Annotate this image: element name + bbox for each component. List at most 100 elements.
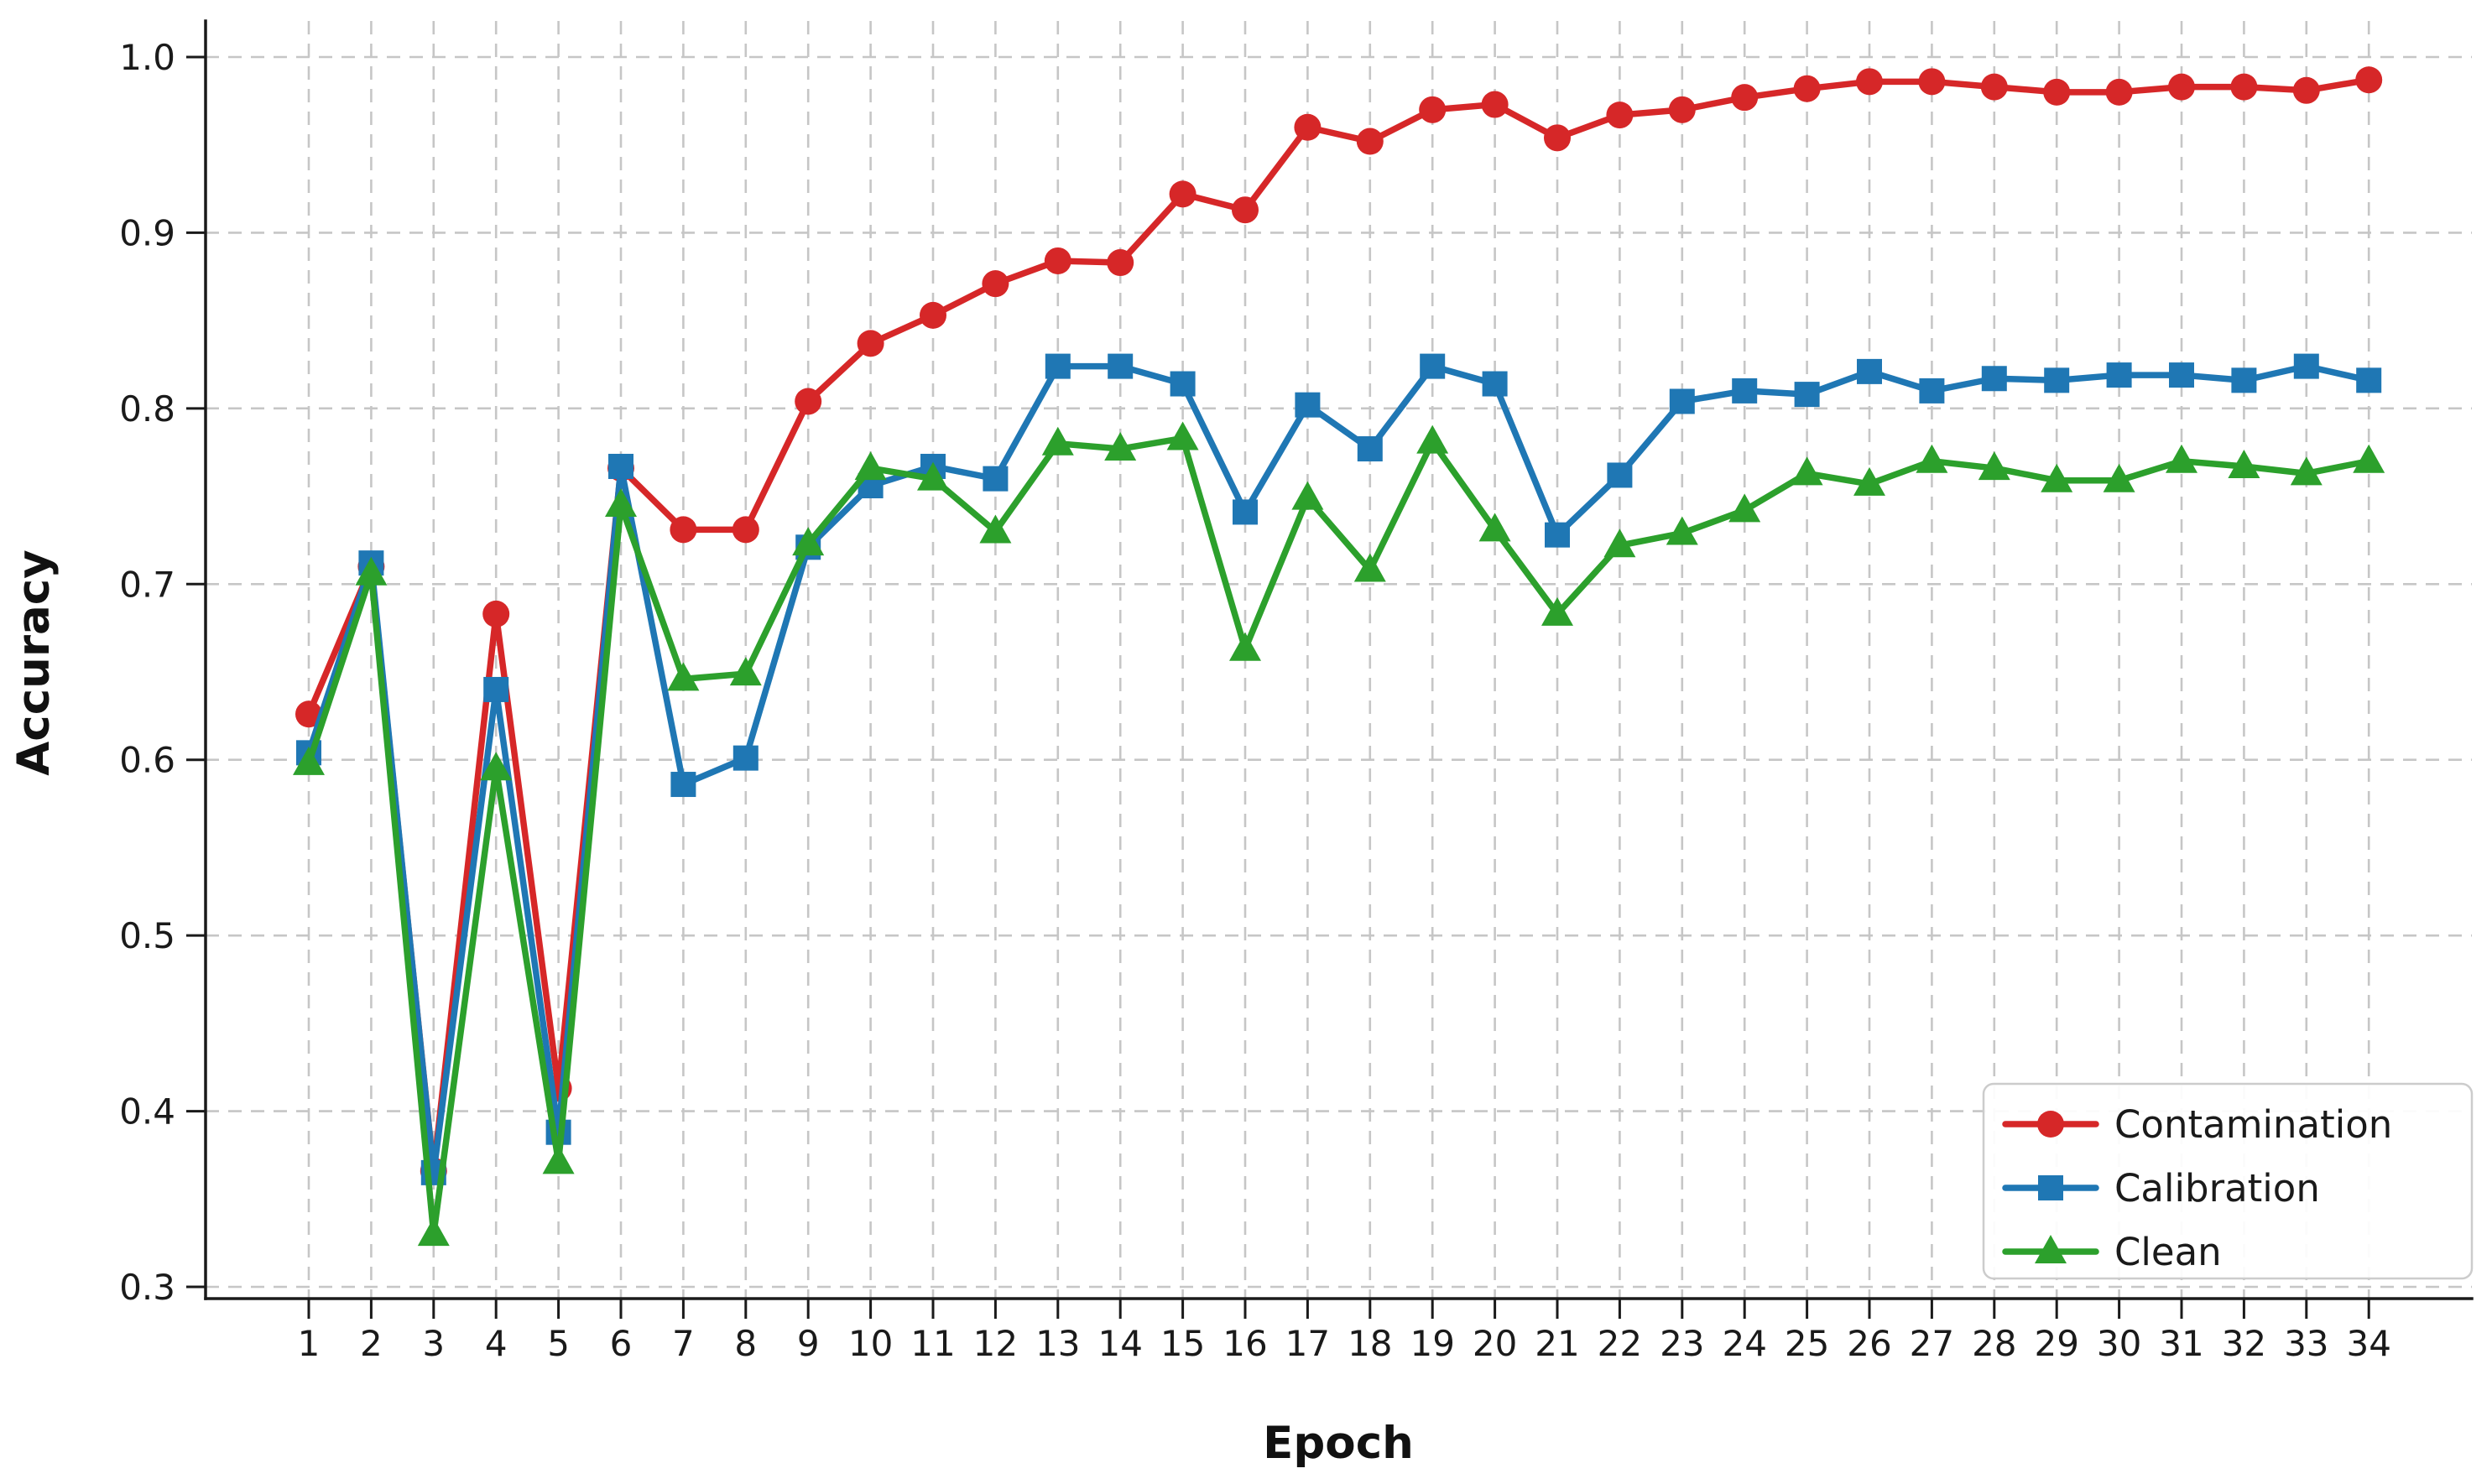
y-tick-label: 0.9	[119, 212, 175, 253]
data-point-marker-contamination	[1481, 91, 1509, 118]
data-point-marker-calibration	[1482, 371, 1508, 397]
data-point-marker-clean	[1791, 456, 1823, 486]
data-point-marker-contamination	[1731, 84, 1759, 112]
grid-lines	[206, 21, 2472, 1299]
data-point-marker-clean	[293, 746, 325, 775]
data-point-marker-clean	[667, 662, 700, 691]
data-point-marker-clean	[917, 461, 949, 491]
series-line-contamination	[305, 76, 2372, 1174]
x-tick-label: 6	[610, 1323, 633, 1364]
data-point-marker-calibration	[1981, 366, 2007, 392]
legend-label-contamination: Contamination	[2114, 1102, 2392, 1147]
series-clean	[293, 421, 2385, 1247]
data-point-marker-calibration	[1170, 371, 1196, 397]
data-point-marker-contamination	[857, 330, 884, 357]
data-point-marker-calibration	[2044, 367, 2070, 393]
data-point-marker-contamination	[1044, 247, 1071, 274]
x-tick-label: 26	[1847, 1323, 1891, 1364]
x-tick-label: 31	[2159, 1323, 2203, 1364]
series-calibration	[296, 353, 2382, 1185]
y-tick-label: 0.5	[119, 915, 175, 956]
data-point-marker-calibration	[1794, 382, 1820, 408]
data-point-marker-contamination	[670, 516, 697, 544]
data-point-marker-clean	[2166, 444, 2197, 473]
data-point-marker-clean	[1353, 553, 1386, 582]
x-tick-label: 22	[1598, 1323, 1642, 1364]
legend-box	[1982, 1082, 2474, 1280]
data-point-marker-contamination	[1856, 68, 1883, 96]
data-point-marker-clean	[1041, 426, 1074, 456]
y-tick-label: 0.7	[119, 564, 175, 605]
x-tick-label: 30	[2097, 1323, 2141, 1364]
data-point-marker-clean	[1541, 596, 1573, 626]
data-point-marker-calibration	[670, 772, 696, 798]
data-point-marker-clean	[792, 527, 825, 556]
legend-marker-calibration-icon	[2038, 1175, 2063, 1200]
x-tick-label: 23	[1660, 1323, 1704, 1364]
data-point-marker-clean	[1104, 432, 1137, 461]
x-tick-label: 11	[910, 1323, 955, 1364]
x-tick-label: 1	[298, 1323, 321, 1364]
y-tick-label: 0.3	[119, 1267, 175, 1308]
data-point-marker-contamination	[1107, 249, 1134, 277]
data-point-marker-calibration	[1295, 392, 1321, 418]
data-point-marker-contamination	[482, 600, 510, 627]
x-tick-label: 27	[1910, 1323, 1954, 1364]
data-point-marker-calibration	[983, 466, 1009, 492]
x-tick-label: 21	[1535, 1323, 1579, 1364]
x-tick-label: 12	[973, 1323, 1018, 1364]
data-point-marker-clean	[1229, 632, 1261, 661]
x-tick-label: 8	[734, 1323, 757, 1364]
data-point-marker-contamination	[2292, 76, 2320, 104]
data-point-marker-clean	[2353, 444, 2385, 473]
x-tick-label: 28	[1972, 1323, 2016, 1364]
legend-markers	[2002, 1111, 2099, 1263]
x-tick-label: 18	[1348, 1323, 1392, 1364]
x-tick-label: 5	[547, 1323, 570, 1364]
data-point-marker-calibration	[1607, 462, 1633, 488]
data-point-marker-calibration	[1732, 378, 1758, 404]
data-point-marker-contamination	[1169, 180, 1196, 208]
data-point-marker-calibration	[1357, 436, 1383, 462]
x-tick-label: 33	[2284, 1323, 2328, 1364]
data-point-marker-clean	[2103, 463, 2135, 492]
data-point-marker-contamination	[2105, 78, 2133, 106]
x-tick-label: 34	[2346, 1323, 2390, 1364]
x-tick-label: 24	[1722, 1323, 1766, 1364]
legend: Contamination Calibration Clean	[1982, 1082, 2474, 1280]
data-point-marker-clean	[1166, 421, 1199, 450]
data-point-marker-contamination	[1918, 68, 1946, 96]
x-tick-label: 3	[422, 1323, 445, 1364]
series-line-clean	[305, 435, 2372, 1237]
data-point-marker-calibration	[1233, 499, 1258, 525]
data-point-marker-contamination	[2355, 66, 2383, 94]
data-point-marker-clean	[1291, 481, 1324, 510]
data-point-marker-calibration	[2293, 353, 2319, 379]
legend-marker-contamination-icon	[2037, 1111, 2064, 1138]
data-point-marker-clean	[2228, 449, 2260, 478]
data-point-marker-calibration	[1420, 353, 1446, 379]
data-point-marker-clean	[1416, 424, 1449, 454]
data-point-marker-calibration	[2231, 367, 2257, 393]
legend-label-clean: Clean	[2114, 1230, 2222, 1274]
x-tick-label: 32	[2222, 1323, 2266, 1364]
y-tick-label: 1.0	[119, 37, 175, 78]
data-point-marker-calibration	[2356, 367, 2382, 393]
data-point-marker-clean	[1978, 451, 2010, 481]
data-point-marker-contamination	[1294, 113, 1322, 141]
legend-label-calibration: Calibration	[2114, 1166, 2320, 1211]
legend-marker-clean-icon	[2035, 1235, 2067, 1263]
data-point-marker-contamination	[982, 270, 1009, 298]
data-point-marker-contamination	[1356, 128, 1384, 155]
data-point-marker-calibration	[1108, 353, 1134, 379]
data-point-marker-calibration	[1669, 388, 1695, 414]
data-point-marker-contamination	[1793, 75, 1821, 102]
y-tick-label: 0.6	[119, 740, 175, 781]
data-point-marker-clean	[2290, 456, 2323, 486]
data-point-marker-clean	[1916, 444, 1948, 473]
x-tick-label: 15	[1160, 1323, 1205, 1364]
axes: 1.00.90.80.70.60.50.40.3 1 2 3 4 5 6 7 8 9 10 11 12…	[119, 19, 2474, 1364]
data-point-marker-clean	[979, 514, 1012, 544]
x-axis-title: Epoch	[1263, 1418, 1414, 1469]
